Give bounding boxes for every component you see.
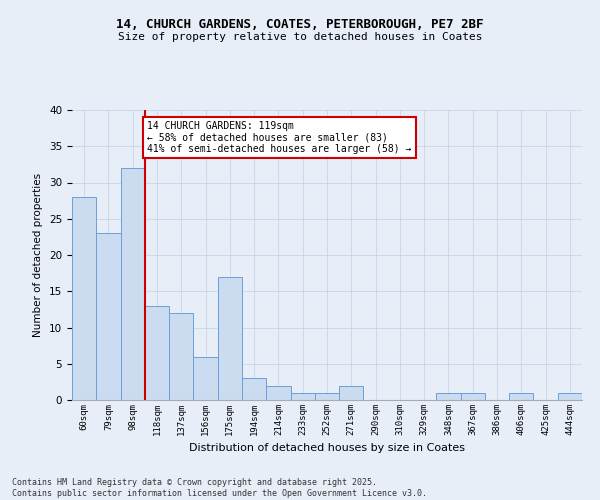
Bar (436, 393, 461, 400)
Bar (266, 386, 290, 400)
Text: Size of property relative to detached houses in Coates: Size of property relative to detached ho… (118, 32, 482, 42)
Bar (193, 356, 218, 400)
Bar (509, 393, 533, 400)
Y-axis label: Number of detached properties: Number of detached properties (34, 173, 43, 337)
Bar (461, 393, 485, 400)
Bar (339, 386, 364, 400)
Bar (169, 313, 193, 400)
Bar (558, 393, 582, 400)
Bar (290, 393, 315, 400)
Bar (121, 168, 145, 400)
Bar (145, 306, 169, 400)
X-axis label: Distribution of detached houses by size in Coates: Distribution of detached houses by size … (189, 444, 465, 454)
Text: Contains HM Land Registry data © Crown copyright and database right 2025.
Contai: Contains HM Land Registry data © Crown c… (12, 478, 427, 498)
Bar (242, 378, 266, 400)
Bar (218, 277, 242, 400)
Bar (96, 233, 121, 400)
Bar (72, 197, 96, 400)
Text: 14 CHURCH GARDENS: 119sqm
← 58% of detached houses are smaller (83)
41% of semi-: 14 CHURCH GARDENS: 119sqm ← 58% of detac… (147, 121, 412, 154)
Text: 14, CHURCH GARDENS, COATES, PETERBOROUGH, PE7 2BF: 14, CHURCH GARDENS, COATES, PETERBOROUGH… (116, 18, 484, 30)
Bar (315, 393, 339, 400)
